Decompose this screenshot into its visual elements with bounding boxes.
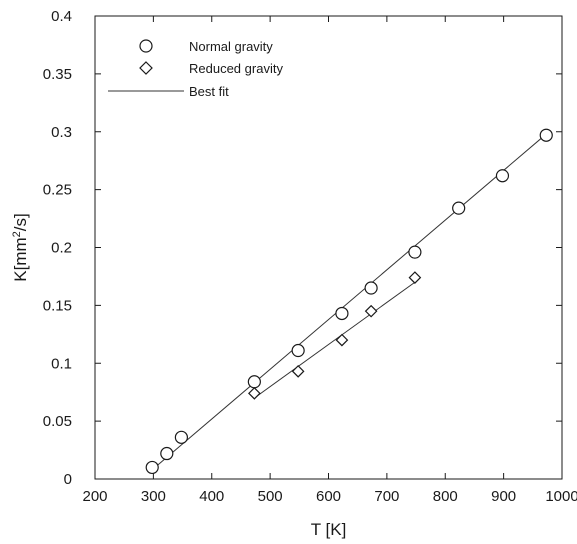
- y-tick-label: 0.4: [51, 8, 72, 25]
- data-point-reduced-gravity: [335, 333, 349, 347]
- data-point-normal-gravity: [364, 281, 378, 295]
- legend: Normal gravity Reduced gravity Best fit: [108, 39, 283, 99]
- legend-label-reduced-gravity: Reduced gravity: [189, 61, 283, 76]
- y-tick-label: 0.3: [51, 124, 72, 141]
- data-point-normal-gravity: [160, 446, 174, 461]
- fit-lines: [151, 133, 547, 471]
- x-tick-label: 700: [374, 488, 399, 505]
- data-point-reduced-gravity: [248, 386, 261, 400]
- y-tick-label: 0.15: [43, 297, 72, 314]
- fit-line-reduced-gravity: [254, 281, 416, 399]
- y-axis-title-tail: /s]: [11, 213, 30, 231]
- x-tick-label: 500: [258, 488, 283, 505]
- y-tick-label: 0.2: [51, 240, 72, 257]
- data-point-reduced-gravity: [408, 271, 422, 284]
- y-axis-title-sup: 2: [11, 231, 23, 237]
- data-point-reduced-gravity: [364, 304, 378, 318]
- x-tick-label: 800: [433, 488, 458, 505]
- y-tick-label: 0.05: [43, 413, 72, 430]
- x-tick-label: 300: [141, 488, 166, 505]
- data-point-normal-gravity: [495, 169, 510, 183]
- y-axis: 0 0.05 0.1 0.15 0.2 0.25 0.3 0.35 0.4: [43, 8, 562, 488]
- data-point-normal-gravity: [335, 306, 349, 321]
- legend-diamond-marker: [139, 61, 153, 75]
- y-axis-title-base: K[mm: [11, 237, 30, 281]
- data-point-normal-gravity: [247, 375, 261, 389]
- data-point-normal-gravity: [174, 430, 188, 444]
- x-axis: 200 300 400 500 600 700 800 900 1000: [82, 16, 577, 505]
- fit-line-normal-gravity: [151, 133, 547, 471]
- x-tick-label: 200: [82, 488, 107, 505]
- legend-circle-marker: [139, 39, 153, 53]
- x-tick-label: 1000: [545, 488, 577, 505]
- x-tick-label: 600: [316, 488, 341, 505]
- y-tick-label: 0.1: [51, 355, 72, 372]
- y-tick-label: 0: [64, 471, 72, 488]
- data-point-normal-gravity: [539, 128, 553, 142]
- data-point-normal-gravity: [145, 460, 159, 475]
- x-axis-title: T [K]: [311, 520, 347, 539]
- data-point-reduced-gravity: [291, 365, 305, 378]
- x-tick-label: 400: [199, 488, 224, 505]
- x-tick-label: 900: [491, 488, 516, 505]
- y-axis-title: K[mm2/s]: [11, 213, 30, 281]
- plot-area: [94, 15, 563, 480]
- legend-label-normal-gravity: Normal gravity: [189, 39, 273, 54]
- data-point-normal-gravity: [408, 245, 422, 259]
- y-tick-label: 0.25: [43, 182, 72, 199]
- y-tick-label: 0.35: [43, 66, 72, 83]
- data-point-normal-gravity: [452, 201, 466, 215]
- data-markers: [145, 128, 553, 475]
- data-point-normal-gravity: [291, 343, 305, 358]
- legend-label-best-fit: Best fit: [189, 84, 229, 99]
